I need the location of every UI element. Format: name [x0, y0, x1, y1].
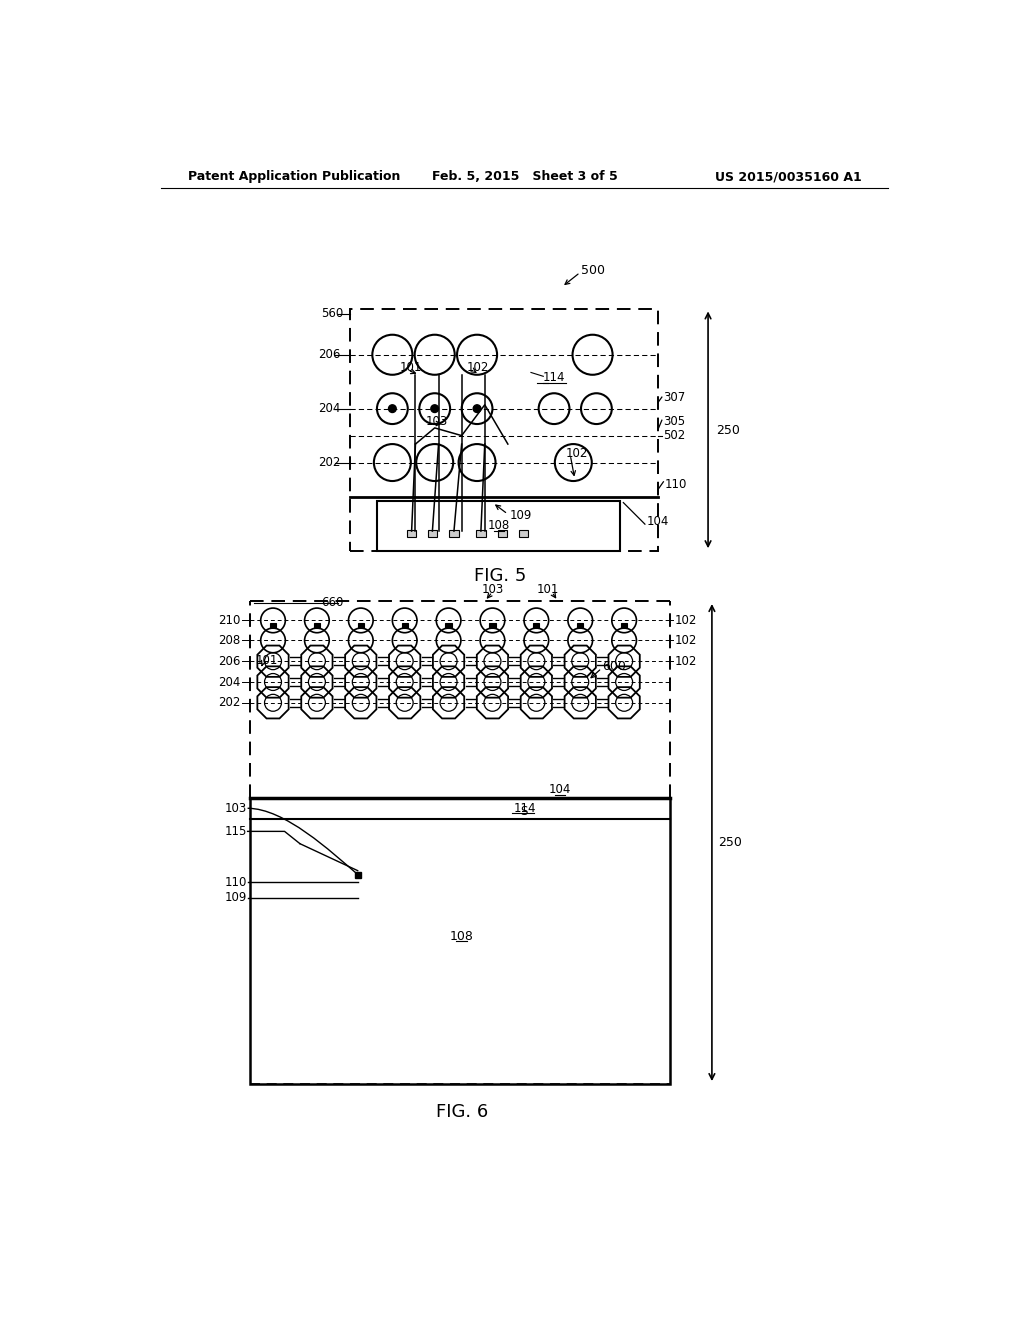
Text: 101: 101 [537, 583, 559, 597]
Bar [407, 531, 416, 537]
Text: 600: 600 [602, 660, 627, 673]
Text: 109: 109 [509, 510, 531, 523]
Text: FIG. 6: FIG. 6 [435, 1102, 487, 1121]
Text: 210: 210 [218, 614, 241, 627]
Text: 206: 206 [317, 348, 340, 362]
Text: 307: 307 [664, 391, 686, 404]
Bar [428, 531, 437, 537]
Bar [401, 623, 408, 628]
Text: 102: 102 [565, 446, 588, 459]
Text: 102: 102 [466, 362, 488, 375]
Circle shape [388, 405, 396, 413]
Text: 102: 102 [674, 655, 696, 668]
Text: 202: 202 [317, 455, 340, 469]
Text: 114: 114 [514, 801, 537, 814]
Bar [270, 623, 276, 628]
Text: 110: 110 [665, 478, 687, 491]
Text: 500: 500 [581, 264, 605, 277]
Bar [377, 502, 620, 552]
Text: 104: 104 [646, 515, 669, 528]
Bar [578, 623, 584, 628]
Bar [250, 797, 670, 1084]
Text: 305: 305 [664, 416, 685, 428]
Text: Patent Application Publication: Patent Application Publication [188, 170, 400, 183]
Text: 206: 206 [218, 655, 241, 668]
Text: 502: 502 [664, 429, 686, 442]
Text: 660: 660 [322, 597, 344, 610]
Text: S: S [520, 805, 527, 818]
Bar [445, 623, 452, 628]
Text: 108: 108 [487, 519, 510, 532]
Text: US 2015/0035160 A1: US 2015/0035160 A1 [716, 170, 862, 183]
Text: 103: 103 [481, 583, 504, 597]
Text: 101: 101 [256, 653, 279, 667]
Text: 560: 560 [322, 308, 344, 321]
Bar [476, 531, 485, 537]
Bar [450, 531, 459, 537]
Text: 102: 102 [674, 614, 696, 627]
Text: 204: 204 [317, 403, 340, 416]
Text: 208: 208 [218, 634, 241, 647]
Bar [350, 309, 658, 552]
Text: 101: 101 [400, 362, 423, 375]
Text: 103: 103 [425, 416, 447, 428]
Text: Feb. 5, 2015   Sheet 3 of 5: Feb. 5, 2015 Sheet 3 of 5 [432, 170, 617, 183]
Text: 114: 114 [543, 371, 565, 384]
Bar [498, 531, 507, 537]
Text: 250: 250 [718, 837, 742, 850]
Bar [357, 623, 364, 628]
Bar [534, 623, 540, 628]
Text: 102: 102 [674, 634, 696, 647]
Circle shape [473, 405, 481, 413]
Text: 109: 109 [224, 891, 247, 904]
Bar [313, 623, 319, 628]
Text: 110: 110 [224, 875, 247, 888]
Bar [518, 531, 528, 537]
Text: 104: 104 [549, 783, 571, 796]
Text: 202: 202 [218, 696, 241, 709]
Text: 115: 115 [224, 825, 247, 838]
Text: 204: 204 [218, 676, 241, 689]
Bar [489, 623, 496, 628]
Text: 250: 250 [716, 424, 739, 437]
Text: 108: 108 [450, 929, 473, 942]
Text: FIG. 5: FIG. 5 [474, 566, 526, 585]
Text: 103: 103 [224, 801, 247, 814]
Bar [621, 623, 628, 628]
Circle shape [431, 405, 438, 413]
